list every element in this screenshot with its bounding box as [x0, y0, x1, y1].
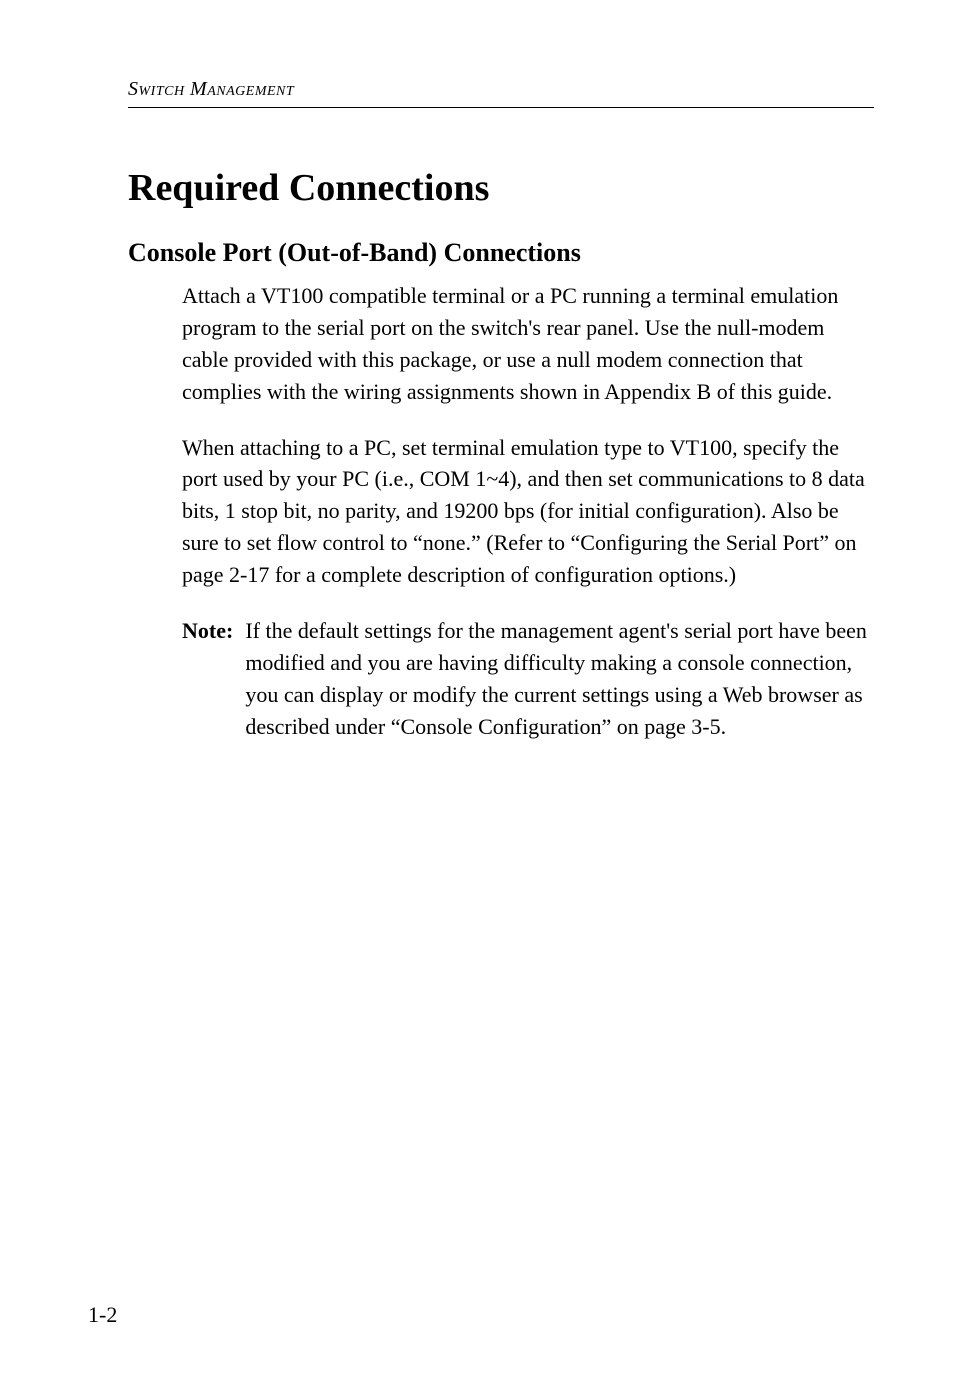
section-title: Console Port (Out-of-Band) Connections [128, 238, 874, 268]
body-paragraph-1: Attach a VT100 compatible terminal or a … [182, 280, 874, 408]
header-divider [128, 107, 874, 108]
note-block: Note: If the default settings for the ma… [182, 615, 874, 743]
running-header: Switch Management [128, 78, 874, 101]
page-number: 1-2 [88, 1302, 117, 1328]
page-title: Required Connections [128, 166, 874, 210]
note-label: Note: [182, 615, 245, 743]
body-paragraph-2: When attaching to a PC, set terminal emu… [182, 432, 874, 591]
header-text: Switch Management [128, 78, 294, 100]
note-text: If the default settings for the manageme… [245, 615, 874, 743]
